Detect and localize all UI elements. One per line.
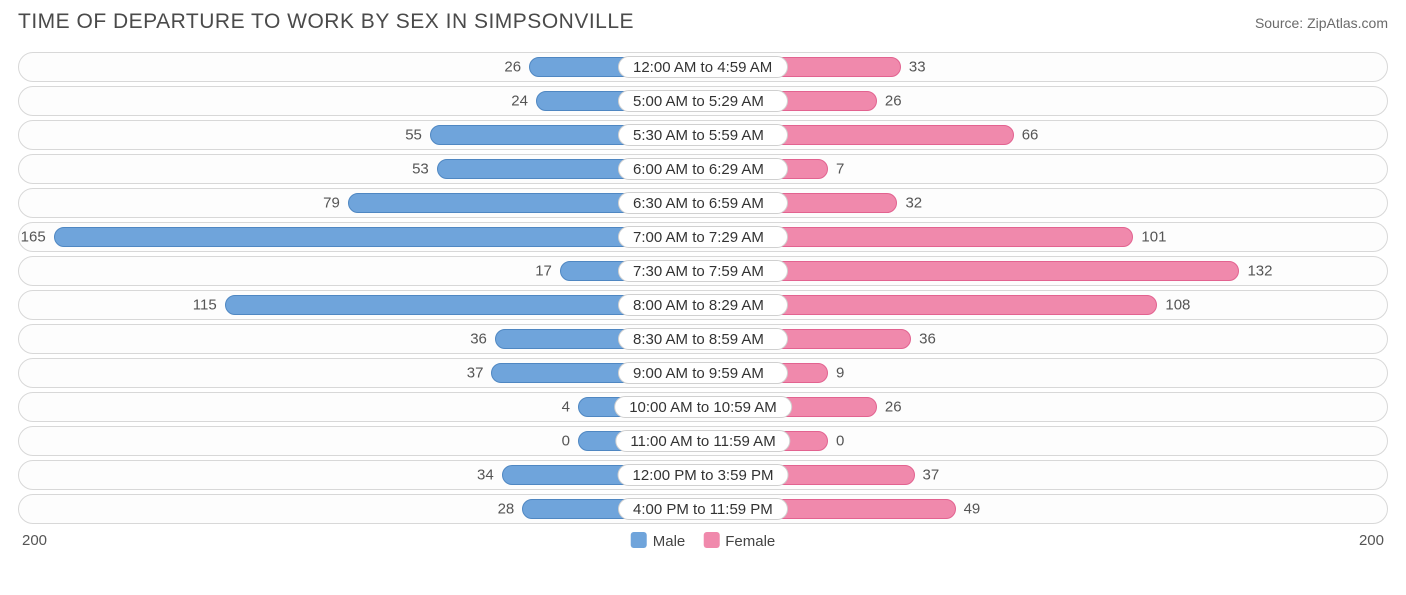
female-value: 0 <box>836 433 844 450</box>
chart-row: 26 33 12:00 AM to 4:59 AM <box>18 52 1388 82</box>
male-value: 53 <box>412 161 429 178</box>
male-value: 115 <box>193 297 217 314</box>
female-value: 26 <box>885 399 902 416</box>
chart-row: 36 36 8:30 AM to 8:59 AM <box>18 324 1388 354</box>
category-pill: 10:00 AM to 10:59 AM <box>614 396 792 418</box>
chart-row: 79 32 6:30 AM to 6:59 AM <box>18 188 1388 218</box>
category-pill: 5:00 AM to 5:29 AM <box>618 90 788 112</box>
axis-max-left: 200 <box>22 532 47 549</box>
chart-row: 37 9 9:00 AM to 9:59 AM <box>18 358 1388 388</box>
male-value: 17 <box>535 263 552 280</box>
legend-label: Female <box>725 533 775 550</box>
chart-row: 17 132 7:30 AM to 7:59 AM <box>18 256 1388 286</box>
female-value: 9 <box>836 365 844 382</box>
chart-source: Source: ZipAtlas.com <box>1255 15 1388 31</box>
chart-legend: Male Female <box>631 532 776 550</box>
male-value: 24 <box>511 93 528 110</box>
category-pill: 7:30 AM to 7:59 AM <box>618 260 788 282</box>
male-value: 79 <box>323 195 340 212</box>
legend-label: Male <box>653 533 686 550</box>
male-value: 165 <box>21 229 46 246</box>
chart-row: 24 26 5:00 AM to 5:29 AM <box>18 86 1388 116</box>
chart-row: 115 108 8:00 AM to 8:29 AM <box>18 290 1388 320</box>
male-value: 34 <box>477 467 494 484</box>
legend-swatch <box>631 532 647 548</box>
female-value: 49 <box>964 501 981 518</box>
legend-swatch <box>703 532 719 548</box>
female-value: 66 <box>1022 127 1039 144</box>
chart-row: 28 49 4:00 PM to 11:59 PM <box>18 494 1388 524</box>
chart-rows: 26 33 12:00 AM to 4:59 AM 24 26 5:00 AM to 5:… <box>18 52 1388 524</box>
female-value: 36 <box>919 331 936 348</box>
chart-footer: 200 Male Female 200 <box>18 532 1388 556</box>
chart-title: TIME OF DEPARTURE TO WORK BY SEX IN SIMP… <box>18 10 634 34</box>
female-value: 32 <box>905 195 922 212</box>
category-pill: 12:00 PM to 3:59 PM <box>618 464 789 486</box>
male-value: 37 <box>467 365 484 382</box>
chart-row: 55 66 5:30 AM to 5:59 AM <box>18 120 1388 150</box>
axis-max-right: 200 <box>1359 532 1384 549</box>
category-pill: 8:00 AM to 8:29 AM <box>618 294 788 316</box>
female-value: 26 <box>885 93 902 110</box>
chart-row: 34 37 12:00 PM to 3:59 PM <box>18 460 1388 490</box>
category-pill: 8:30 AM to 8:59 AM <box>618 328 788 350</box>
chart-header: TIME OF DEPARTURE TO WORK BY SEX IN SIMP… <box>18 10 1388 34</box>
category-pill: 12:00 AM to 4:59 AM <box>618 56 788 78</box>
male-value: 26 <box>504 59 521 76</box>
legend-item: Female <box>703 532 775 550</box>
chart-row: 53 7 6:00 AM to 6:29 AM <box>18 154 1388 184</box>
category-pill: 11:00 AM to 11:59 AM <box>615 430 790 452</box>
category-pill: 5:30 AM to 5:59 AM <box>618 124 788 146</box>
male-value: 36 <box>470 331 487 348</box>
category-pill: 4:00 PM to 11:59 PM <box>618 498 788 520</box>
female-value: 108 <box>1165 297 1190 314</box>
female-value: 101 <box>1141 229 1166 246</box>
category-pill: 7:00 AM to 7:29 AM <box>618 226 788 248</box>
category-pill: 9:00 AM to 9:59 AM <box>618 362 788 384</box>
male-value: 4 <box>562 399 570 416</box>
male-bar <box>54 227 703 247</box>
female-value: 7 <box>836 161 844 178</box>
chart-row: 0 0 11:00 AM to 11:59 AM <box>18 426 1388 456</box>
legend-item: Male <box>631 532 686 550</box>
female-value: 132 <box>1247 263 1272 280</box>
female-value: 37 <box>923 467 940 484</box>
male-value: 28 <box>498 501 515 518</box>
category-pill: 6:00 AM to 6:29 AM <box>618 158 788 180</box>
category-pill: 6:30 AM to 6:59 AM <box>618 192 788 214</box>
male-value: 55 <box>405 127 422 144</box>
chart-row: 4 26 10:00 AM to 10:59 AM <box>18 392 1388 422</box>
chart-row: 165 101 7:00 AM to 7:29 AM <box>18 222 1388 252</box>
female-value: 33 <box>909 59 926 76</box>
male-value: 0 <box>562 433 570 450</box>
